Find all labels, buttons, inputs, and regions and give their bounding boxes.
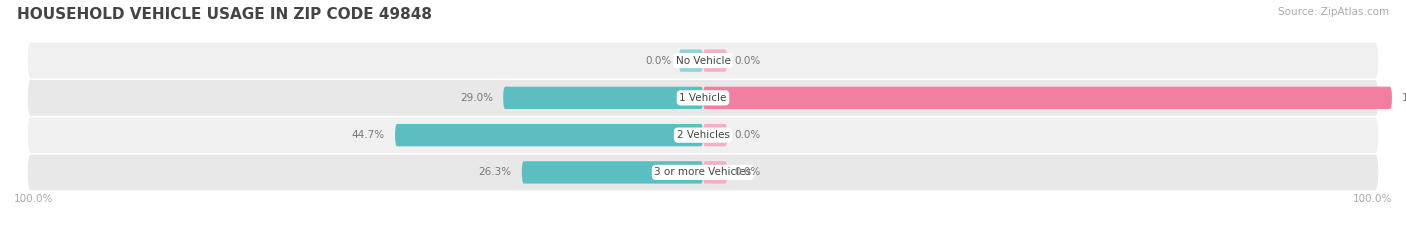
Text: No Vehicle: No Vehicle: [675, 56, 731, 65]
Text: 0.0%: 0.0%: [645, 56, 672, 65]
Text: 1 Vehicle: 1 Vehicle: [679, 93, 727, 103]
FancyBboxPatch shape: [703, 161, 727, 184]
FancyBboxPatch shape: [703, 87, 1392, 109]
FancyBboxPatch shape: [503, 87, 703, 109]
Text: 100.0%: 100.0%: [14, 194, 53, 204]
FancyBboxPatch shape: [703, 124, 727, 146]
FancyBboxPatch shape: [28, 154, 1378, 190]
Text: HOUSEHOLD VEHICLE USAGE IN ZIP CODE 49848: HOUSEHOLD VEHICLE USAGE IN ZIP CODE 4984…: [17, 7, 432, 22]
Text: 26.3%: 26.3%: [478, 168, 512, 177]
Text: 0.0%: 0.0%: [734, 130, 761, 140]
Text: 0.0%: 0.0%: [734, 168, 761, 177]
FancyBboxPatch shape: [28, 117, 1378, 153]
FancyBboxPatch shape: [703, 49, 727, 72]
Text: 100.0%: 100.0%: [1353, 194, 1392, 204]
FancyBboxPatch shape: [522, 161, 703, 184]
Text: 3 or more Vehicles: 3 or more Vehicles: [654, 168, 752, 177]
Text: 100.0%: 100.0%: [1402, 93, 1406, 103]
FancyBboxPatch shape: [395, 124, 703, 146]
Text: 0.0%: 0.0%: [734, 56, 761, 65]
Text: Source: ZipAtlas.com: Source: ZipAtlas.com: [1278, 7, 1389, 17]
FancyBboxPatch shape: [28, 43, 1378, 79]
FancyBboxPatch shape: [679, 49, 703, 72]
Text: 2 Vehicles: 2 Vehicles: [676, 130, 730, 140]
Text: 44.7%: 44.7%: [352, 130, 385, 140]
FancyBboxPatch shape: [28, 80, 1378, 116]
Text: 29.0%: 29.0%: [460, 93, 494, 103]
